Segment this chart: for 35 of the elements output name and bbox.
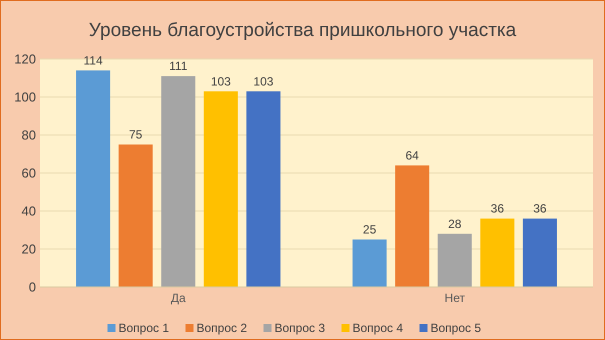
data-label: 36 <box>490 202 504 216</box>
y-tick-label: 0 <box>28 280 36 295</box>
data-label: 103 <box>253 74 274 88</box>
x-tick-label: Да <box>170 291 186 305</box>
bar <box>395 165 430 287</box>
data-label: 36 <box>533 202 547 216</box>
bar <box>76 70 110 287</box>
legend-label: Вопрос 4 <box>352 321 404 336</box>
data-label: 28 <box>448 216 462 231</box>
y-tick-label: 60 <box>22 166 36 181</box>
data-label: 103 <box>210 74 232 88</box>
legend-label: Вопрос 5 <box>430 321 482 336</box>
data-label: 111 <box>169 59 188 74</box>
bar <box>480 218 514 287</box>
legend-label: Вопрос 3 <box>274 321 326 336</box>
y-tick-label: 40 <box>22 204 36 219</box>
data-label: 64 <box>405 148 420 162</box>
y-tick-label: 80 <box>22 128 36 143</box>
bar <box>352 240 387 287</box>
data-label: 25 <box>362 222 377 236</box>
bar <box>522 218 557 287</box>
y-tick-label: 20 <box>22 242 36 257</box>
bar <box>438 234 472 287</box>
x-tick-label: Нет <box>444 291 466 305</box>
data-label: 75 <box>128 128 143 142</box>
chart-title: Уровень благоустройства пришкольного участка <box>88 20 517 41</box>
y-tick-label: 100 <box>14 90 36 105</box>
bar <box>118 144 153 287</box>
legend-label: Вопрос 1 <box>118 321 170 336</box>
legend-label: Вопрос 2 <box>196 321 248 336</box>
bar <box>204 91 238 287</box>
bar <box>246 91 280 287</box>
y-tick-label: 120 <box>14 52 36 67</box>
bar <box>161 76 196 287</box>
data-label: 114 <box>84 53 103 68</box>
